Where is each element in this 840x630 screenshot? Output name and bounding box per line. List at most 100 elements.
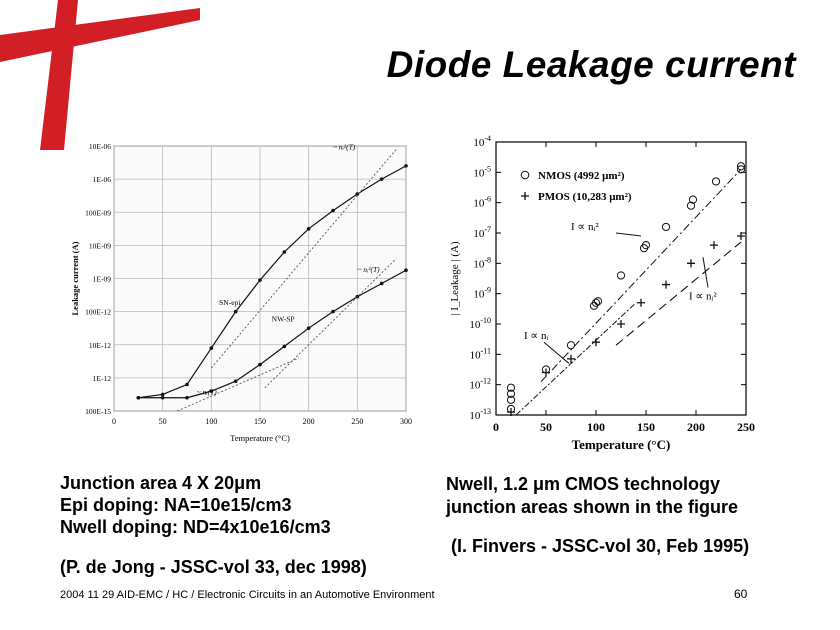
logo-bar-vertical: [40, 0, 78, 150]
x-tick-label: 250: [351, 417, 363, 426]
data-point-pmos: [542, 368, 550, 377]
data-point: [185, 395, 189, 400]
legend-label-nmos: NMOS (4992 μm²): [538, 170, 625, 182]
left-text-line-1: Junction area 4 X 20μm: [60, 473, 262, 493]
x-tick-label: 50: [159, 417, 167, 426]
x-axis-label: Temperature (°C): [572, 437, 671, 452]
y-tick-label: 10-10: [469, 316, 491, 331]
y-tick-label: 10-12: [469, 377, 491, 392]
data-point-pmos: [687, 259, 695, 268]
y-tick-label: 10-9: [473, 286, 491, 301]
logo-bar-horizontal: [0, 8, 200, 62]
y-tick-label: 100E-12: [85, 308, 111, 317]
data-point-pmos: [507, 407, 515, 416]
data-point-nmos: [591, 298, 601, 307]
data-point: [306, 227, 311, 231]
data-point-pmos: [637, 298, 645, 307]
right-text-line-1: Nwell, 1.2 μm CMOS technology: [446, 474, 721, 494]
y-tick-label: 10-4: [473, 134, 491, 149]
data-point-nmos: [736, 165, 746, 174]
series-line-1: [138, 165, 407, 399]
data-point: [331, 208, 335, 213]
chart-right-leakage-scatter: 0 50 100 150 200 250 10-13 10-12 10-11 10-10 10-9 1…: [449, 134, 755, 452]
data-point-pmos: [662, 280, 670, 289]
y-tick-label: 100E-15: [85, 407, 111, 416]
x-tick-label: 100: [587, 420, 605, 434]
annotation-ni2-lower: ~ nᵢ²(T): [357, 265, 380, 274]
data-point-nmos: [661, 222, 671, 232]
page-number: 60: [734, 587, 748, 601]
data-point-pmos: [737, 232, 745, 241]
x-tick-label: 200: [687, 420, 705, 434]
x-tick-label: 50: [540, 420, 552, 434]
annotation-arrow-lower: [702, 257, 709, 288]
data-point: [136, 395, 141, 400]
model-curve-ni2-lower: [264, 258, 397, 389]
data-point-nmos: [566, 341, 576, 350]
data-point: [258, 362, 262, 367]
y-tick-label: 10-7: [473, 225, 491, 240]
data-point: [185, 382, 189, 387]
data-point-nmos: [616, 271, 626, 280]
annotation-ni: I ∝ nᵢ: [524, 330, 549, 342]
y-tick-label: 1E-09: [93, 275, 112, 284]
data-point-nmos: [686, 201, 696, 210]
data-point: [282, 250, 287, 254]
data-point: [379, 281, 384, 286]
plot-frame: [495, 141, 747, 416]
x-tick-label: 100: [205, 417, 217, 426]
data-point: [404, 164, 408, 168]
annotation-ni2-upper: I ∝ nᵢ²: [571, 221, 599, 233]
x-tick-label: 150: [254, 417, 266, 426]
footer-text: 2004 11 29 AID-EMC / HC / Electronic Cir…: [60, 589, 435, 601]
data-point: [209, 389, 214, 393]
data-point: [160, 395, 165, 400]
x-axis-label: Temperature (°C): [230, 433, 290, 443]
chart-left-temperature-leakage: 0 50 100 150 200 250 300 100E-15 1E-12 10E-12 100E…: [70, 142, 412, 443]
x-tick-label: 0: [493, 420, 499, 434]
legend-marker-pmos: [521, 192, 529, 200]
data-point-nmos: [506, 389, 516, 398]
y-tick-label: 100E-09: [85, 208, 111, 217]
data-point: [404, 268, 408, 273]
x-tick-label: 0: [112, 417, 116, 426]
data-point-nmos: [506, 383, 516, 392]
data-point-nmos: [593, 297, 603, 306]
left-text-line-3: Nwell doping: ND=4x10e16/cm3: [60, 517, 331, 537]
left-text-line-2: Epi doping: NA=10e15/cm3: [60, 495, 292, 515]
slide-title: Diode Leakage current: [386, 44, 796, 85]
y-tick-label: 10-5: [473, 164, 491, 179]
data-point: [233, 379, 238, 383]
data-point-pmos: [617, 320, 625, 328]
data-point-nmos: [506, 395, 516, 404]
data-point: [209, 346, 214, 350]
company-logo: [0, 0, 200, 150]
data-point-nmos: [641, 241, 651, 250]
data-point-pmos: [567, 354, 575, 363]
data-point: [258, 278, 262, 282]
data-point: [355, 192, 360, 196]
x-tick-label: 150: [637, 420, 655, 434]
data-point: [282, 344, 287, 349]
annotation-arrow-upper: [615, 232, 642, 237]
data-point: [233, 309, 238, 314]
annotation-ni: ~ nᵢ(T): [197, 387, 218, 396]
y-tick-label: 10-6: [473, 195, 491, 210]
y-tick-label: 1E-06: [93, 175, 112, 184]
y-axis-label: | I_Leakage | (A): [449, 241, 461, 316]
x-tick-label: 250: [737, 420, 755, 434]
annotation-sn-epi: SN-epi: [219, 298, 240, 307]
right-text-line-2: junction areas shown in the figure: [446, 497, 739, 517]
y-tick-label: 1E-12: [93, 374, 112, 383]
data-point-nmos: [688, 195, 698, 204]
x-tick-label: 200: [303, 417, 315, 426]
y-tick-label: 10-11: [470, 346, 491, 361]
annotation-ni2-upper: ~ nᵢ²(T): [333, 142, 356, 151]
data-point: [331, 309, 335, 314]
data-point-nmos: [736, 162, 746, 171]
annotation-arrow-ni: [543, 341, 570, 364]
y-tick-label: 10-13: [469, 407, 491, 422]
data-point-nmos: [711, 177, 721, 186]
y-tick-label: 10E-09: [89, 241, 111, 250]
x-tick-label: 300: [400, 417, 412, 426]
